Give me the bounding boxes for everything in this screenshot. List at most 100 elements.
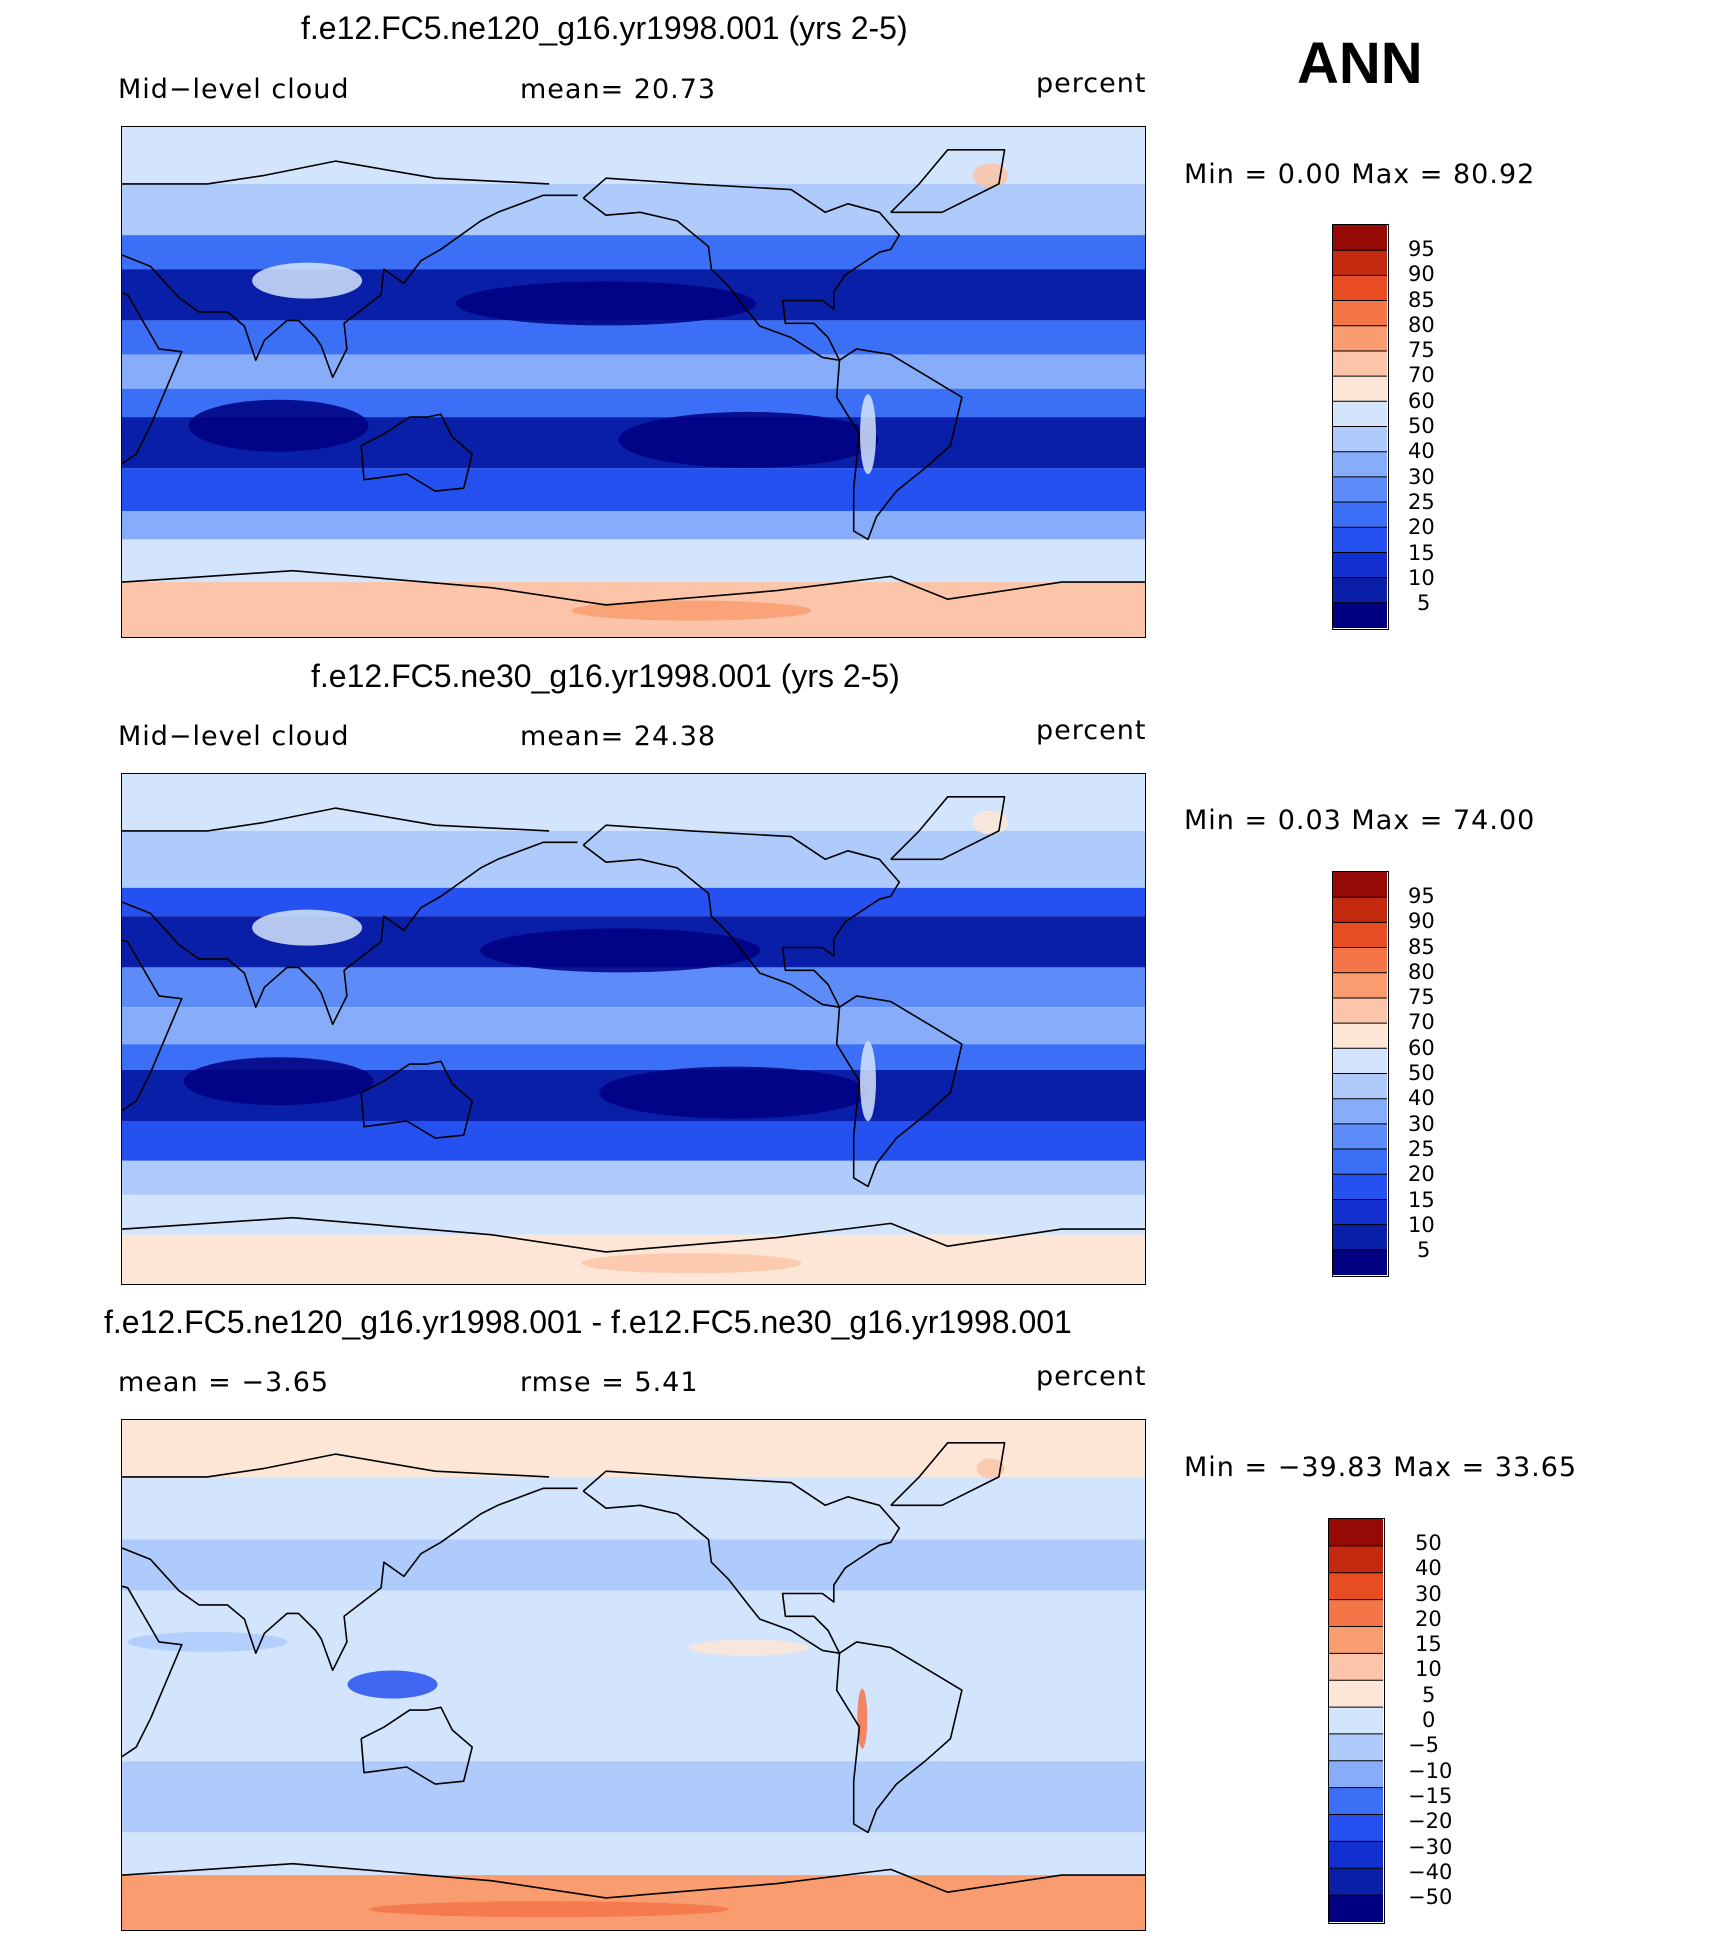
colorbar-swatch (1333, 1048, 1387, 1074)
colorbar-tick-label: 15 (1408, 541, 1435, 565)
colorbar-swatch (1333, 275, 1387, 302)
colorbar-tick-label: 50 (1415, 1531, 1442, 1555)
colorbar-swatch (1333, 300, 1387, 327)
colorbar-swatch (1333, 225, 1387, 251)
colorbar-swatch (1329, 1599, 1383, 1627)
coastline (122, 292, 183, 465)
colorbar-tick-label: 20 (1408, 515, 1435, 539)
coastline (582, 1470, 901, 1654)
season-label: ANN (1297, 31, 1423, 96)
contour-region (369, 1901, 730, 1918)
contour-band (122, 539, 1145, 583)
contour-region (480, 928, 761, 973)
contour-region (860, 1041, 876, 1122)
colorbar-swatch (1333, 1174, 1387, 1200)
coastline (890, 148, 1006, 214)
colorbar-tick-label: 15 (1415, 1632, 1442, 1656)
panel1-colorbar-swatches (1333, 225, 1387, 628)
contour-band (122, 468, 1145, 511)
colorbar-tick-label: 95 (1408, 884, 1435, 908)
contour-band (122, 183, 1145, 236)
contour-band (122, 1195, 1145, 1235)
colorbar-tick-label: 40 (1408, 1086, 1435, 1110)
panel2-minmax-label: Min = 0.03 Max = 74.00 (1184, 805, 1536, 836)
colorbar-swatch (1333, 401, 1387, 427)
colorbar-swatch (1329, 1626, 1383, 1654)
contour-band (122, 1420, 1145, 1477)
colorbar-tick-label: −5 (1408, 1733, 1439, 1757)
colorbar-swatch (1333, 947, 1387, 974)
colorbar-swatch (1329, 1707, 1383, 1735)
panel3-minmax-label: Min = −39.83 Max = 33.65 (1184, 1452, 1578, 1483)
colorbar-swatch (1333, 476, 1387, 503)
colorbar-tick-label: 25 (1408, 490, 1435, 514)
colorbar-tick-label: 75 (1408, 985, 1435, 1009)
colorbar-swatch (1333, 250, 1387, 276)
colorbar-tick-label: 10 (1408, 1213, 1435, 1237)
colorbar-swatch (1333, 426, 1387, 453)
contour-band (122, 1007, 1145, 1045)
colorbar-swatch (1333, 1073, 1387, 1100)
contour-band (122, 235, 1145, 270)
colorbar-swatch (1333, 1224, 1387, 1251)
colorbar-swatch (1333, 552, 1387, 579)
colorbar-tick-label: 90 (1408, 909, 1435, 933)
colorbar-swatch (1329, 1733, 1383, 1762)
panel3-rmse-label: rmse = 5.41 (520, 1367, 699, 1398)
contour-region (456, 281, 756, 326)
colorbar-swatch (1333, 1249, 1387, 1275)
colorbar-tick-label: 15 (1408, 1188, 1435, 1212)
coastline (835, 348, 963, 541)
panel1-colorbar (1332, 224, 1389, 630)
colorbar-tick-label: −40 (1408, 1860, 1453, 1884)
colorbar-tick-label: 75 (1408, 338, 1435, 362)
colorbar-tick-label: 50 (1408, 1061, 1435, 1085)
contour-band (122, 967, 1145, 1008)
panel2-map-plot (122, 774, 1145, 1284)
colorbar-swatch (1333, 350, 1387, 377)
coastline (582, 177, 901, 361)
coastline (890, 795, 1006, 861)
panel1-map (121, 126, 1146, 638)
coastline (122, 939, 183, 1112)
colorbar-tick-label: 30 (1408, 1112, 1435, 1136)
contour-band (122, 511, 1145, 540)
coastline (122, 1453, 550, 1478)
panel1-units-label: percent (1036, 68, 1147, 99)
panel2-units-label: percent (1036, 715, 1147, 746)
panel1-mean-label: mean= 20.73 (520, 74, 717, 105)
colorbar-swatch (1329, 1545, 1383, 1574)
contour-band (122, 1590, 1145, 1762)
coastline (122, 194, 578, 379)
colorbar-swatch (1333, 451, 1387, 478)
panel3-map (121, 1419, 1146, 1931)
colorbar-tick-label: 80 (1408, 960, 1435, 984)
panel1-map-plot (122, 127, 1145, 637)
colorbar-tick-label: 5 (1422, 1683, 1436, 1707)
contour-region (857, 1688, 868, 1749)
coastline (122, 1487, 578, 1672)
coastline (122, 807, 550, 832)
panel2-colorbar (1332, 871, 1389, 1277)
coastline (890, 1441, 1006, 1507)
contour-region (618, 411, 879, 468)
contour-region (252, 909, 363, 946)
colorbar-swatch (1329, 1841, 1383, 1869)
colorbar-tick-label: 0 (1422, 1708, 1436, 1732)
colorbar-swatch (1333, 872, 1387, 898)
colorbar-swatch (1333, 577, 1387, 604)
colorbar-swatch (1329, 1868, 1383, 1896)
colorbar-swatch (1333, 325, 1387, 352)
colorbar-tick-label: 40 (1408, 439, 1435, 463)
colorbar-tick-label: 30 (1408, 465, 1435, 489)
colorbar-swatch (1333, 1098, 1387, 1125)
contour-band (122, 1539, 1145, 1591)
colorbar-tick-label: 90 (1408, 262, 1435, 286)
colorbar-swatch (1333, 1023, 1387, 1049)
colorbar-tick-label: 70 (1408, 363, 1435, 387)
colorbar-swatch (1329, 1680, 1383, 1708)
panel2-title: f.e12.FC5.ne30_g16.yr1998.001 (yrs 2-5) (311, 658, 900, 694)
colorbar-swatch (1329, 1653, 1383, 1681)
colorbar-swatch (1333, 997, 1387, 1024)
